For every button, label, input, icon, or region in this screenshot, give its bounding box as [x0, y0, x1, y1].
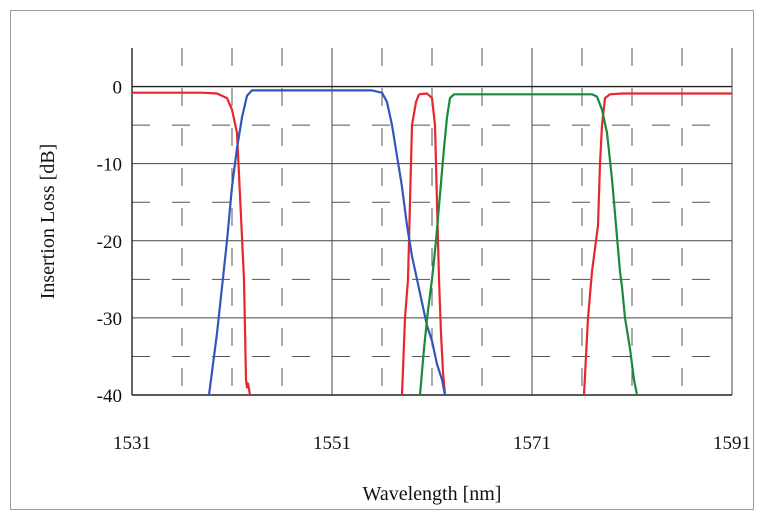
series-layer	[132, 89, 732, 396]
tick-labels: 0 -10 -20 -30 -40 1531 1551 1571 1591	[97, 78, 751, 454]
series-line-4	[418, 93, 639, 396]
x-tick-label: 1551	[313, 433, 351, 454]
y-tick-label: -20	[97, 232, 122, 253]
x-axis-title: Wavelength [nm]	[363, 483, 502, 505]
grid	[131, 48, 733, 396]
x-tick-label: 1571	[513, 433, 551, 454]
series-line-1	[132, 91, 421, 396]
y-tick-label: -10	[97, 155, 122, 176]
x-tick-label: 1591	[713, 433, 751, 454]
y-tick-label: -30	[97, 309, 122, 330]
x-tick-label: 1531	[113, 433, 151, 454]
y-tick-label: -40	[97, 386, 122, 407]
y-axis-title: Insertion Loss [dB]	[37, 144, 59, 300]
series-line-2	[418, 92, 732, 396]
y-tick-label: 0	[113, 78, 123, 99]
